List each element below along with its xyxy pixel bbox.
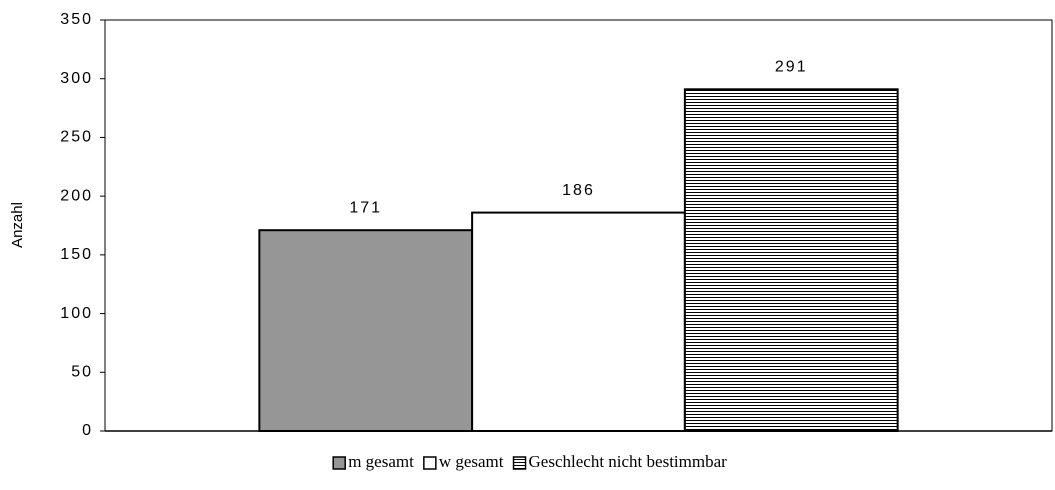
value-label: 291 [775,59,808,76]
legend-marker [332,456,346,470]
bar [471,211,686,432]
bar [258,229,474,432]
y-tick-label: 300 [60,70,93,87]
y-axis-label: Anzahl [9,202,26,248]
y-tick-label: 0 [82,422,93,439]
y-tick-label: 350 [60,11,93,28]
value-label: 171 [349,199,382,216]
y-tick-label: 200 [60,187,93,204]
legend-text: w gesamt [439,452,504,471]
legend-marker [423,456,437,470]
y-tick-label: 250 [60,129,93,146]
bar [683,88,899,432]
legend-text: m gesamt [348,452,414,471]
y-tick-label: 150 [60,246,93,263]
y-tick-label: 100 [60,305,93,322]
legend-text: Geschlecht nicht bestimmbar [529,452,728,471]
value-label: 186 [562,182,595,199]
legend-marker [512,456,527,470]
y-tick-label: 50 [71,364,93,381]
